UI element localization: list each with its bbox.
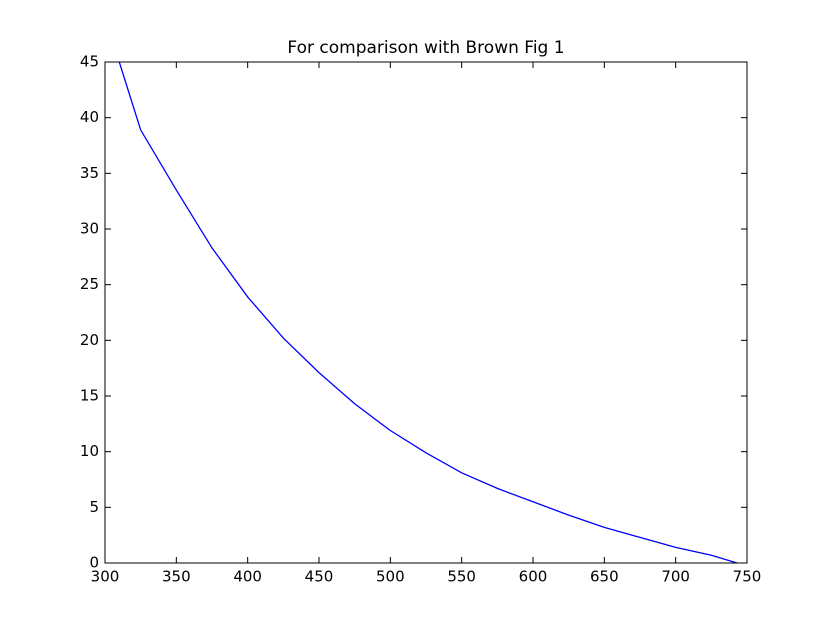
x-tick-label: 400 [233, 568, 262, 586]
y-tick-label: 5 [89, 498, 99, 516]
y-tick-label: 25 [80, 275, 99, 293]
x-tick-label: 300 [91, 568, 120, 586]
x-tick-label: 550 [447, 568, 476, 586]
y-tick-label: 10 [80, 442, 99, 460]
y-tick-label: 15 [80, 387, 99, 405]
x-tick-label: 350 [162, 568, 191, 586]
x-tick-label: 750 [733, 568, 762, 586]
x-tick-label: 500 [376, 568, 405, 586]
x-tick-label: 450 [305, 568, 334, 586]
y-tick-label: 35 [80, 164, 99, 182]
line-series [118, 61, 738, 564]
x-tick-label: 650 [590, 568, 619, 586]
y-tick-label: 0 [89, 554, 99, 572]
y-tick-label: 30 [80, 220, 99, 238]
x-tick-label: 700 [661, 568, 690, 586]
x-tick-label: 600 [519, 568, 548, 586]
y-tick-label: 45 [80, 53, 99, 71]
plot-frame [104, 61, 748, 564]
y-tick-label: 20 [80, 331, 99, 349]
y-tick-label: 40 [80, 108, 99, 126]
chart-title: For comparison with Brown Fig 1 [287, 38, 564, 58]
